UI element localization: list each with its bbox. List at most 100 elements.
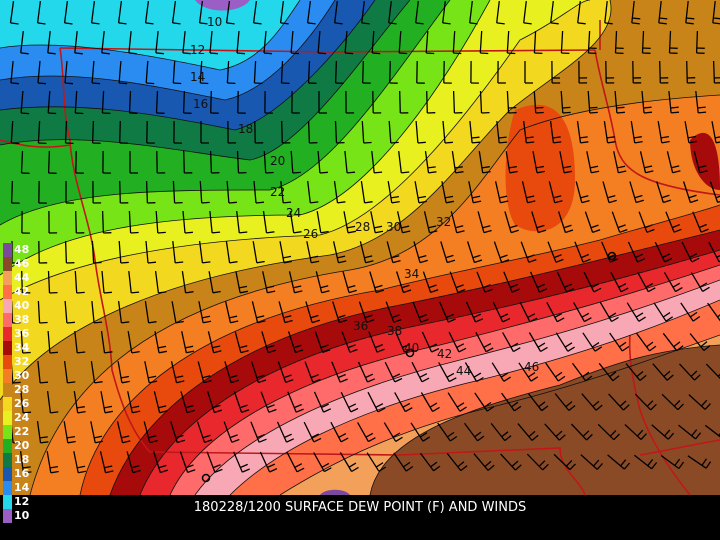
wind-barb-flag xyxy=(636,429,644,437)
wind-barb-flag xyxy=(265,171,274,174)
wind-barb-flag xyxy=(367,378,376,383)
wind-barb-flag xyxy=(293,285,302,289)
wind-barb-flag xyxy=(283,374,292,379)
legend-label: 26 xyxy=(14,397,30,410)
wind-barb-flag xyxy=(121,321,130,324)
wind-barb-flag xyxy=(347,230,357,234)
legend-row: 48 xyxy=(3,243,39,257)
wind-barb xyxy=(711,121,717,143)
wind-barb-flag xyxy=(175,434,184,439)
map-title: 180228/1200 SURFACE DEW POINT (F) AND WI… xyxy=(193,500,527,515)
wind-barb xyxy=(506,30,510,54)
wind-barb-flag xyxy=(678,461,685,469)
wind-barb xyxy=(414,181,420,203)
wind-barb-flag xyxy=(448,318,456,323)
wind-barb-flag xyxy=(616,111,625,114)
wind-barb xyxy=(712,60,716,84)
wind-barb-flag xyxy=(346,225,356,229)
wind-barb-flag xyxy=(365,432,374,438)
wind-barb-flag xyxy=(158,464,167,469)
wind-barb xyxy=(371,30,375,54)
wind-barb-flag xyxy=(119,82,128,85)
wind-barb-flag xyxy=(323,467,332,473)
wind-barb-flag xyxy=(419,259,428,264)
wind-barb-flag xyxy=(620,459,627,467)
legend-row: 20 xyxy=(3,439,39,453)
wind-barb xyxy=(463,422,479,442)
wind-barb xyxy=(314,331,324,353)
wind-barb-flag xyxy=(429,402,438,408)
dew-point-map: 10 12 14 16 18 20 22 24 26 28 30 32 34 3… xyxy=(0,0,720,495)
wind-barb-flag xyxy=(608,253,616,259)
wind-barb-flag xyxy=(645,170,654,174)
wind-barb-flag xyxy=(213,350,222,354)
wind-barb-flag xyxy=(310,255,319,259)
wind-barb-flag xyxy=(433,465,441,472)
wind-barb xyxy=(36,1,42,23)
wind-barb-flag xyxy=(155,52,164,55)
wind-barb-flag xyxy=(526,254,535,259)
wind-barb xyxy=(280,60,284,84)
wind-barb xyxy=(625,363,641,381)
wind-barb-flag xyxy=(591,283,600,288)
wind-barb xyxy=(303,421,315,443)
wind-barb xyxy=(307,120,311,144)
wind-barb xyxy=(631,1,635,23)
wind-barb xyxy=(260,391,270,413)
wind-barb-flag xyxy=(258,438,267,443)
wind-barb xyxy=(180,391,188,413)
wind-barb-flag xyxy=(591,342,600,348)
wind-barb xyxy=(207,391,215,413)
wind-barb xyxy=(553,453,571,471)
wind-barb-flag xyxy=(376,289,384,294)
wind-barb xyxy=(279,1,285,23)
wind-barb xyxy=(225,241,231,263)
wind-barb-flag xyxy=(555,258,564,263)
wind-barb-flag xyxy=(348,462,357,468)
wind-barb-flag xyxy=(269,468,278,473)
wind-barb xyxy=(420,392,434,412)
contour-label: 16 xyxy=(193,97,208,111)
wind-barb-flag xyxy=(562,111,571,114)
wind-barb-flag xyxy=(475,318,484,323)
wind-barb-flag xyxy=(670,106,679,109)
legend-row: 42 xyxy=(3,285,39,299)
wind-barb xyxy=(635,332,651,352)
wind-barb-flag xyxy=(104,465,113,469)
wind-barb xyxy=(687,455,707,469)
wind-barb xyxy=(74,90,78,114)
wind-barb-flag xyxy=(348,403,357,408)
wind-barb xyxy=(287,391,297,413)
wind-barb xyxy=(280,181,284,203)
wind-barb-flag xyxy=(509,170,518,174)
wind-barb-flag xyxy=(285,379,294,384)
wind-barb xyxy=(603,121,609,143)
wind-barb xyxy=(286,451,298,473)
wind-barb xyxy=(653,302,667,322)
wind-barb-flag xyxy=(528,430,536,438)
wind-barb-flag xyxy=(212,345,221,349)
wind-barb xyxy=(586,151,592,173)
band-34b xyxy=(690,132,720,190)
wind-barb-flag xyxy=(566,288,575,293)
wind-barb xyxy=(73,390,79,414)
wind-barb-flag xyxy=(663,370,671,377)
wind-barb xyxy=(119,120,121,144)
wind-barb-flag xyxy=(422,436,431,442)
wind-barb-flag xyxy=(714,136,720,139)
wind-barb xyxy=(250,421,260,443)
wind-barb-flag xyxy=(477,435,485,442)
wind-barb xyxy=(611,211,621,233)
wind-barb-flag xyxy=(390,141,399,144)
wind-barb-flag xyxy=(122,440,131,444)
wind-barb xyxy=(388,120,392,144)
wind-barb-flag xyxy=(148,375,157,379)
wind-barb-flag xyxy=(378,466,387,472)
wind-barb xyxy=(695,91,699,113)
wind-barb-flag xyxy=(202,261,211,264)
wind-barb xyxy=(449,271,459,293)
legend-swatch xyxy=(3,369,12,383)
wind-barb-flag xyxy=(503,376,511,382)
wind-barb xyxy=(609,332,623,352)
wind-barb-flag xyxy=(294,463,303,468)
